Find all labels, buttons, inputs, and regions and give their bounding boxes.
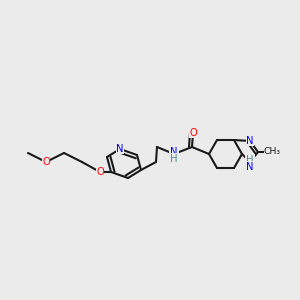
Text: N: N — [116, 144, 124, 154]
Text: O: O — [96, 167, 104, 177]
Text: N: N — [170, 147, 178, 157]
Text: H: H — [170, 154, 178, 164]
Text: O: O — [42, 157, 50, 167]
Text: H: H — [246, 155, 254, 165]
Text: N: N — [246, 162, 254, 172]
Text: N: N — [246, 136, 254, 146]
Text: O: O — [189, 128, 197, 138]
Text: CH₃: CH₃ — [263, 148, 280, 157]
